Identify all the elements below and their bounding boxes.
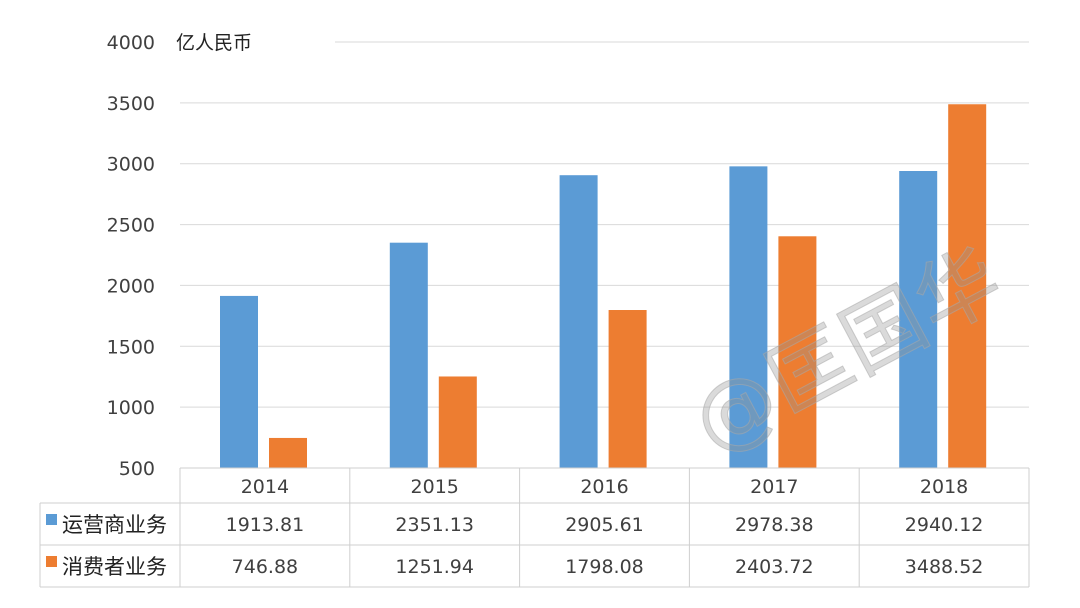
category-label: 2017	[750, 476, 798, 498]
bar-series1-2018	[899, 171, 938, 468]
data-label: 1251.94	[395, 556, 474, 578]
data-label: 3488.52	[905, 556, 984, 578]
y-tick-label: 1500	[107, 336, 155, 358]
legend-label: 运营商业务	[62, 513, 167, 537]
y-tick-label: 1000	[107, 397, 155, 419]
bar-series1-2015	[389, 242, 428, 468]
legend-key	[46, 556, 57, 567]
category-label: 2016	[580, 476, 628, 498]
bar-series1-2017	[729, 166, 768, 468]
bar-series2-2016	[608, 310, 647, 468]
unit-label: 亿人民币	[176, 32, 252, 54]
bar-series2-2017	[778, 236, 817, 468]
y-tick-label: 2000	[107, 275, 155, 297]
legend-label: 消费者业务	[62, 555, 167, 579]
bar-series1-2014	[220, 295, 258, 468]
category-label: 2018	[920, 476, 968, 498]
y-tick-label: 3500	[107, 93, 155, 115]
legend-key	[46, 514, 57, 525]
bar-series1-2016	[559, 175, 598, 469]
data-label: 2351.13	[395, 514, 474, 536]
category-label: 2015	[411, 476, 459, 498]
bar-series2-2015	[438, 376, 477, 468]
data-label: 2978.38	[735, 514, 814, 536]
y-tick-label: 500	[119, 458, 155, 480]
data-label: 2940.12	[905, 514, 984, 536]
y-tick-label: 2500	[107, 215, 155, 237]
data-label: 1798.08	[565, 556, 644, 578]
data-label: 1913.81	[226, 514, 305, 536]
data-label: 746.88	[232, 556, 298, 578]
category-label: 2014	[241, 476, 289, 498]
bar-series2-2018	[948, 104, 987, 468]
data-label: 2905.61	[565, 514, 644, 536]
data-label: 2403.72	[735, 556, 814, 578]
bar-series2-2014	[269, 437, 307, 468]
y-tick-label: 3000	[107, 154, 155, 176]
y-tick-label: 4000	[107, 32, 155, 54]
